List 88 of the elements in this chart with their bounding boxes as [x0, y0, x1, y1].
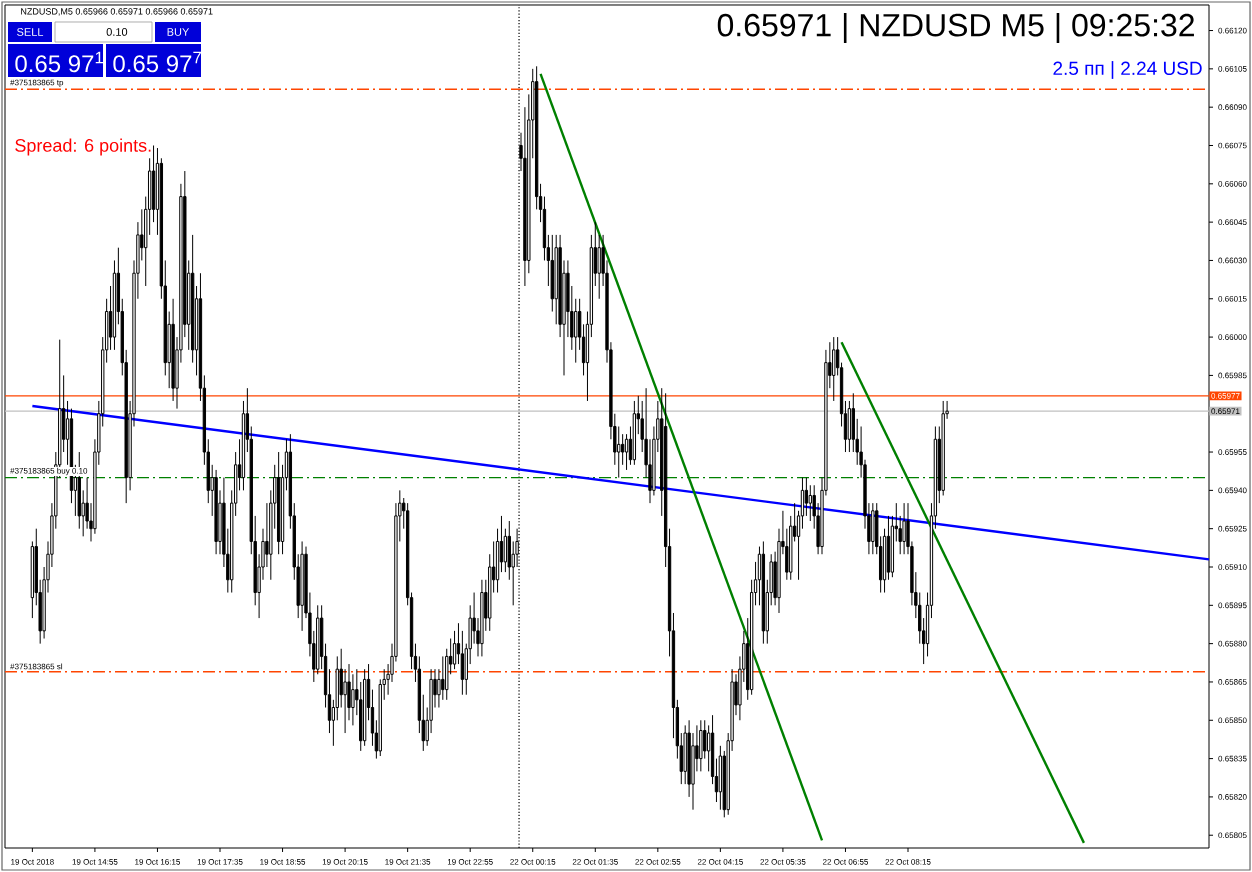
candlestick: [617, 425, 621, 479]
x-tick-label: 22 Oct 08:15: [885, 859, 931, 865]
y-tick-label: 0.65835: [1218, 755, 1247, 762]
y-tick-label: 0.65880: [1218, 640, 1247, 647]
y-tick-label: 0.65910: [1218, 564, 1247, 570]
candlestick: [460, 630, 465, 696]
candlestick: [620, 433, 625, 466]
candlestick: [316, 604, 320, 675]
x-tick-label: 22 Oct 02:55: [635, 859, 681, 865]
x-tick-label: 22 Oct 01:35: [572, 859, 618, 865]
annotation: Spread: 6 points.: [15, 138, 151, 156]
candlestick: [804, 477, 809, 517]
ref-line-label: 0.65971: [1211, 408, 1240, 415]
x-tick-label: 19 Oct 2018: [11, 859, 54, 865]
candlestick: [190, 234, 195, 364]
candlestick: [542, 196, 547, 261]
x-tick-label: 22 Oct 05:35: [760, 859, 806, 865]
candlestick: [851, 392, 855, 453]
candlestick: [507, 520, 511, 581]
y-tick-label: 0.65865: [1218, 679, 1247, 685]
y-tick-label: 0.66090: [1218, 104, 1247, 111]
y-tick-label: 0.65955: [1218, 449, 1247, 455]
y-tick-label: 0.66015: [1218, 295, 1247, 302]
annotation: 0.65 97$^{7}$: [113, 51, 201, 73]
candlestick: [632, 400, 637, 466]
candlestick: [351, 673, 355, 726]
candlestick: [761, 540, 766, 645]
ref-line-label: 0.65977: [1211, 393, 1240, 399]
candlestick: [503, 528, 508, 573]
x-tick-label: 22 Oct 00:15: [510, 859, 556, 865]
candlestick: [480, 579, 484, 657]
annotation: 0.65971 | NZDUSD M5 | 09:25:32: [717, 13, 1194, 43]
y-tick-label: 0.65940: [1218, 487, 1247, 494]
candlestick: [832, 336, 836, 402]
candlestick: [550, 234, 554, 313]
x-tick-label: 19 Oct 14:55: [72, 859, 118, 865]
candlestick: [241, 400, 246, 491]
y-tick-label: 0.65850: [1218, 717, 1247, 724]
y-tick-label: 0.66075: [1218, 142, 1247, 149]
y-tick-label: 0.66045: [1218, 219, 1247, 225]
candlestick: [699, 719, 703, 772]
ref-line-label: #375183865 buy 0.10: [10, 467, 88, 476]
x-tick-label: 19 Oct 22:55: [447, 859, 493, 865]
y-tick-label: 0.66120: [1218, 27, 1247, 34]
candlestick: [886, 515, 891, 581]
y-tick-label: 0.66060: [1218, 180, 1247, 187]
y-tick-label: 0.66000: [1218, 334, 1247, 340]
candlestick: [847, 400, 852, 453]
candlestick: [871, 502, 875, 555]
candlestick: [300, 540, 304, 632]
ref-line-label: #375183865 tp: [10, 79, 64, 87]
candlestick: [452, 630, 457, 670]
candlestick: [378, 678, 382, 757]
y-tick-label: 0.65985: [1218, 372, 1247, 379]
candlestick: [574, 298, 578, 364]
candlestick: [624, 433, 629, 471]
annotation: SELL: [17, 28, 44, 36]
candlestick: [343, 668, 347, 734]
candlestick: [112, 259, 117, 351]
y-tick-label: 0.65820: [1218, 794, 1247, 800]
y-tick-label: 0.65895: [1218, 602, 1247, 609]
candlestick: [749, 579, 754, 696]
x-tick-label: 19 Oct 17:35: [197, 859, 243, 865]
x-tick-label: 19 Oct 20:15: [322, 859, 368, 865]
candlestick: [534, 65, 539, 210]
x-tick-label: 19 Oct 18:55: [260, 859, 306, 865]
candlestick: [214, 469, 218, 555]
annotation: 2.5 пп | 2.24 USD: [1053, 61, 1202, 79]
x-tick-label: 19 Oct 16:15: [135, 859, 181, 865]
candlestick: [718, 745, 723, 811]
y-tick-label: 0.66105: [1218, 66, 1247, 72]
annotation: 0.10: [106, 28, 128, 36]
x-tick-label: 22 Oct 06:55: [822, 859, 869, 865]
candlestick: [151, 144, 156, 223]
candlestick: [362, 668, 367, 747]
annotation: BUY: [167, 28, 190, 36]
candlestick: [359, 681, 363, 752]
x-tick-label: 19 Oct 21:35: [385, 859, 431, 865]
candlestick: [902, 502, 906, 555]
candlestick: [890, 515, 895, 578]
annotation: NZDUSD,M5 0.65966 0.65971 0.65966 0.65971: [21, 8, 213, 16]
y-tick-label: 0.65805: [1218, 832, 1247, 839]
y-tick-label: 0.66030: [1218, 257, 1247, 264]
candlestick: [441, 655, 445, 701]
x-tick-label: 22 Oct 04:15: [697, 859, 743, 865]
ref-line-label: #375183865 sl: [10, 663, 63, 670]
annotation: 0.65 97$^{1}$: [15, 51, 103, 73]
y-tick-label: 0.65925: [1218, 525, 1247, 532]
